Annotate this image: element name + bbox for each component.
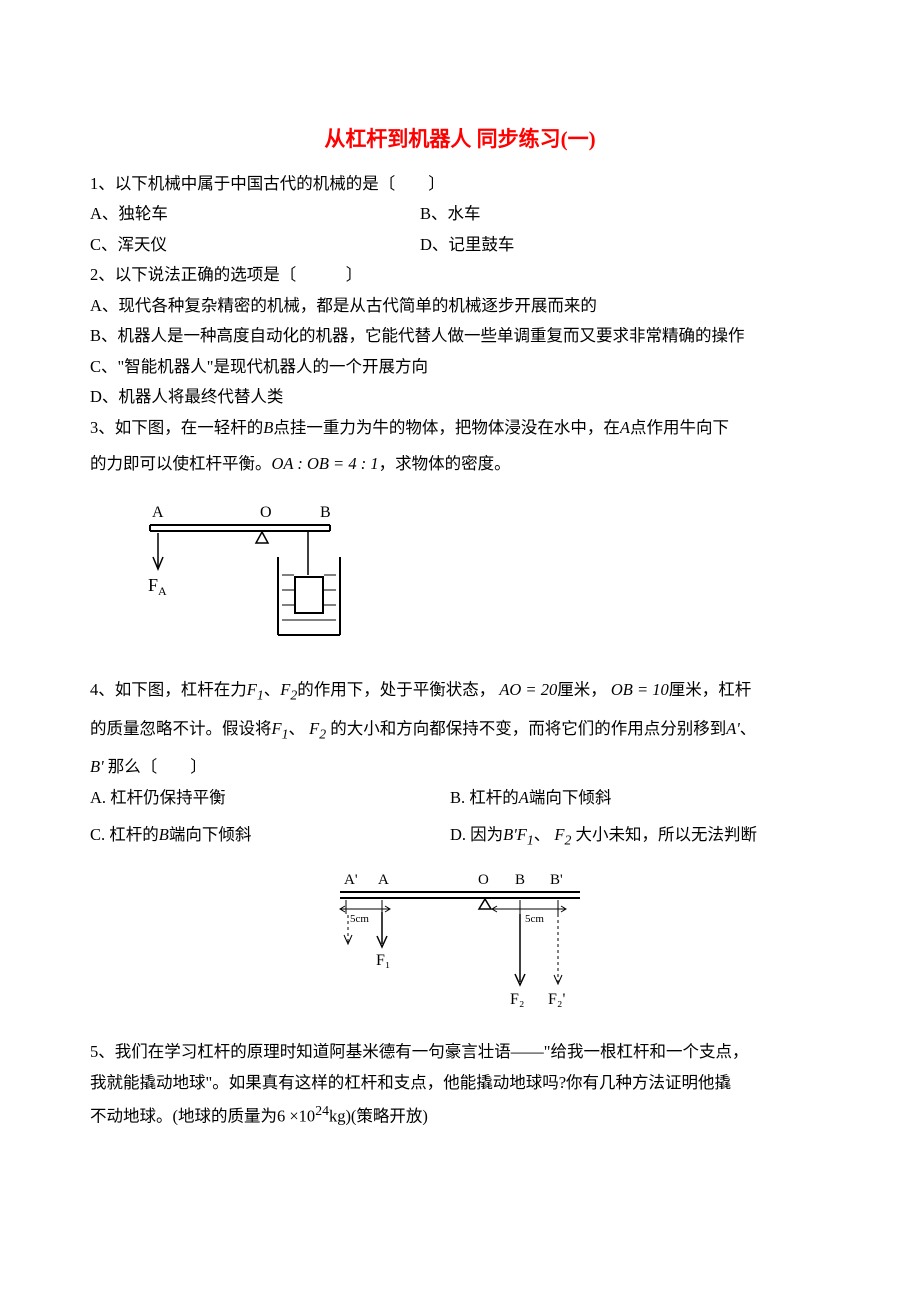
- q4-Bprime: B': [90, 757, 104, 776]
- q2-optA: A、现代各种复杂精密的机械，都是从古代简单的机械逐步开展而来的: [90, 291, 830, 322]
- q1-options-row1: A、独轮车 B、水车: [90, 199, 830, 230]
- q5-line1: 5、我们在学习杠杆的原理时知道阿基米德有一句豪言壮语——"给我一根杠杆和一个支点…: [90, 1037, 830, 1068]
- q4-optB: B. 杠杆的A端向下倾斜: [450, 783, 830, 814]
- worksheet-title: 从杠杆到机器人 同步练习(一): [90, 120, 830, 159]
- q3-svg: A O B FA: [130, 495, 350, 655]
- q3-label-A: A: [152, 504, 164, 521]
- q4-label-F1: F₁: [376, 952, 390, 969]
- q5-t3b: kg)(策略开放): [329, 1107, 428, 1126]
- q3-var-A: A: [620, 418, 630, 437]
- q4-F2b: F2: [309, 719, 326, 738]
- q4-line2: 的质量忽略不计。假设将F1、 F2 的大小和方向都保持不变，而将它们的作用点分别…: [90, 714, 830, 747]
- q3-diagram: A O B FA: [130, 495, 830, 655]
- q4-diagram: A' A O B B' 5cm 5cm F₁ F₂ F₂': [90, 862, 830, 1017]
- q4-5cm-right: 5cm: [525, 913, 544, 925]
- q4-t1a: 4、如下图，杠杆在力: [90, 680, 247, 699]
- q4-OB: OB = 10: [611, 680, 669, 699]
- q3-text-1b: 点挂一重力为牛的物体，把物体浸没在水中，在: [273, 418, 620, 437]
- q4-label-Aprime: A': [344, 872, 358, 888]
- q4-label-Bprime: B': [550, 872, 563, 888]
- q4-optA: A. 杠杆仍保持平衡: [90, 783, 450, 814]
- q1-optC: C、浑天仪: [90, 230, 420, 261]
- q4-label-F2prime: F₂': [548, 991, 565, 1008]
- q4-label-B: B: [515, 872, 525, 888]
- q3-line2: 的力即可以使杠杆平衡。OA : OB = 4 : 1，求物体的密度。: [90, 449, 830, 480]
- q3-text-2a: 的力即可以使杠杆平衡。: [90, 454, 272, 473]
- q4-t2b: 、: [288, 719, 305, 738]
- q4-options-row1: A. 杠杆仍保持平衡 B. 杠杆的A端向下倾斜: [90, 783, 830, 814]
- q3-text-1c: 点作用牛向下: [630, 418, 729, 437]
- q4-t1b: 、: [264, 680, 281, 699]
- q4-t1d: 厘米，: [557, 680, 607, 699]
- q5-line2: 我就能撬动地球"。如果真有这样的杠杆和支点，他能撬动地球吗?你有几种方法证明他撬: [90, 1068, 830, 1099]
- q5-sup: 24: [315, 1103, 329, 1118]
- q4-Aprime: A': [726, 719, 740, 738]
- q3-line1: 3、如下图，在一轻杆的B点挂一重力为牛的物体，把物体浸没在水中，在A点作用牛向下: [90, 413, 830, 444]
- q1-options-row2: C、浑天仪 D、记里鼓车: [90, 230, 830, 261]
- q4-t1e: 厘米，杠杆: [669, 680, 752, 699]
- q1-optD: D、记里鼓车: [420, 230, 830, 261]
- q3-text-1a: 3、如下图，在一轻杆的: [90, 418, 263, 437]
- q4-label-A: A: [378, 872, 389, 888]
- q3-label-O: O: [260, 504, 272, 521]
- q4-t1c: 的作用下，处于平衡状态，: [297, 680, 495, 699]
- q4-options-row2: C. 杠杆的B端向下倾斜 D. 因为B'F1、 F2 大小未知，所以无法判断: [90, 820, 830, 853]
- q4-optC: C. 杠杆的B端向下倾斜: [90, 820, 450, 853]
- q1-optB: B、水车: [420, 199, 830, 230]
- q2-optD: D、机器人将最终代替人类: [90, 382, 830, 413]
- q4-F1: F1: [247, 680, 264, 699]
- q1-stem: 1、以下机械中属于中国古代的机械的是〔 〕: [90, 169, 830, 200]
- q4-t2a: 的质量忽略不计。假设将: [90, 719, 272, 738]
- q4-F2: F2: [280, 680, 297, 699]
- q3-var-B: B: [263, 418, 273, 437]
- q4-t3a: 那么〔 〕: [108, 757, 207, 776]
- q2-stem: 2、以下说法正确的选项是〔 〕: [90, 260, 830, 291]
- q4-5cm-left: 5cm: [350, 913, 369, 925]
- q2-optC: C、"智能机器人"是现代机器人的一个开展方向: [90, 352, 830, 383]
- q4-t2c: 的大小和方向都保持不变，而将它们的作用点分别移到: [330, 719, 726, 738]
- q4-svg: A' A O B B' 5cm 5cm F₁ F₂ F₂': [320, 862, 600, 1017]
- q4-line1: 4、如下图，杠杆在力F1、F2的作用下，处于平衡状态， AO = 20厘米， O…: [90, 675, 830, 708]
- q4-optD: D. 因为B'F1、 F2 大小未知，所以无法判断: [450, 820, 830, 853]
- q3-text-2b: ，求物体的密度。: [379, 454, 511, 473]
- q2-optB: B、机器人是一种高度自动化的机器，它能代替人做一些单调重复而又要求非常精确的操作: [90, 321, 830, 352]
- q4-t2d: 、: [740, 719, 757, 738]
- q5-line3: 不动地球。(地球的质量为6 ×1024kg)(策略开放): [90, 1098, 830, 1132]
- q3-label-B: B: [320, 504, 331, 521]
- q4-F1b: F1: [272, 719, 289, 738]
- q4-label-O: O: [478, 872, 489, 888]
- q5-t3a: 不动地球。(地球的质量为6 ×10: [90, 1107, 315, 1126]
- q3-label-FA: FA: [148, 575, 167, 598]
- q4-label-F2: F₂: [510, 991, 524, 1008]
- q4-line3: B' 那么〔 〕: [90, 752, 830, 783]
- q4-AO: AO = 20: [499, 680, 557, 699]
- q1-optA: A、独轮车: [90, 199, 420, 230]
- q3-formula: OA : OB = 4 : 1: [272, 454, 379, 473]
